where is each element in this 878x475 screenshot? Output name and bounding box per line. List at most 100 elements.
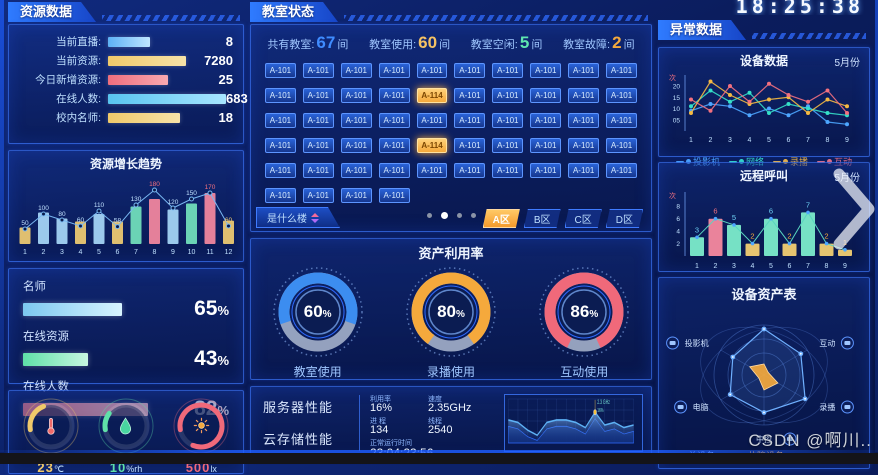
percent-row: 名师 65% bbox=[23, 278, 229, 321]
resource-bar-fill bbox=[108, 36, 150, 47]
tab-zone-3[interactable]: D区 bbox=[606, 209, 643, 228]
room-tag: A-101 bbox=[378, 138, 410, 153]
carousel-dot[interactable] bbox=[456, 212, 462, 218]
room-tag: A-101 bbox=[265, 188, 296, 203]
svg-text:1: 1 bbox=[695, 263, 699, 270]
room-tag: A-101 bbox=[606, 113, 637, 128]
classroom-stat: 教室使用: 60 间 bbox=[369, 33, 451, 52]
trend-chart: 50 100 80 60 110 58 130 180 120 150 170 60 1 2 3 4 5 6 7 8 9… bbox=[9, 172, 243, 265]
resource-bar bbox=[108, 36, 226, 47]
decoration-frame bbox=[0, 450, 878, 453]
decoration-hash bbox=[102, 15, 240, 21]
room-tag: A-101 bbox=[492, 88, 524, 103]
percent-row-value: 65% bbox=[194, 297, 229, 320]
room-tag: A-101 bbox=[492, 63, 524, 78]
svg-text:1: 1 bbox=[23, 249, 27, 256]
svg-text:9: 9 bbox=[843, 263, 847, 270]
room-tag: A-101 bbox=[340, 63, 372, 78]
clock: 18:25:38 bbox=[735, 0, 864, 15]
classroom-grid: A-101 A-101 A-101 A-101 A-101 A-101 A-101 A-101… bbox=[251, 55, 651, 205]
right-column: 18:25:38 异常数据 设备数据 5月份 次 05 10 15 20 1 2 3 4 5 6 7 8… bbox=[658, 0, 870, 469]
building-switch-icon bbox=[311, 213, 319, 223]
room-tag: A-101 bbox=[378, 88, 410, 103]
svg-text:20: 20 bbox=[673, 84, 681, 91]
classroom-stat: 教室空闲: 5 间 bbox=[470, 33, 543, 52]
svg-text:4: 4 bbox=[751, 263, 755, 270]
left-column: 资源数据 当前直播: 8 当前资源: 7280 今日新增资源: 25 在线人数: 683 校内名… bbox=[8, 2, 248, 475]
donut-label: 教室使用 bbox=[293, 365, 342, 379]
svg-text:2: 2 bbox=[676, 241, 680, 248]
process-value: 134 bbox=[370, 424, 389, 437]
carousel-next-chevron[interactable] bbox=[831, 168, 877, 250]
room-tag: A-101 bbox=[378, 188, 410, 203]
percent-bar bbox=[23, 352, 175, 366]
svg-text:2: 2 bbox=[787, 232, 791, 241]
carousel-dot[interactable] bbox=[470, 212, 476, 218]
svg-text:6: 6 bbox=[788, 263, 792, 270]
room-tag: A-101 bbox=[340, 113, 372, 128]
uptime-label: 正常运行时间 bbox=[370, 439, 412, 447]
carousel-dot[interactable] bbox=[440, 211, 448, 219]
room-tag: A-101 bbox=[530, 138, 562, 153]
utilization-donut: 80% 录播使用 bbox=[392, 264, 510, 380]
call-chart-title: 远程呼叫 bbox=[739, 169, 788, 183]
svg-text:9: 9 bbox=[171, 249, 175, 256]
svg-text:3: 3 bbox=[695, 225, 699, 234]
percent-row-line: 65% bbox=[23, 297, 229, 321]
carousel-dots bbox=[251, 207, 651, 223]
decoration-frame bbox=[0, 0, 4, 452]
room-tag: A-101 bbox=[492, 163, 524, 178]
resource-row-value: 7280 bbox=[204, 53, 233, 68]
room-tag: A-101 bbox=[302, 188, 334, 203]
donut-value: 60% bbox=[303, 302, 332, 321]
svg-text:4: 4 bbox=[748, 137, 752, 144]
room-tag: A-101 bbox=[302, 113, 334, 128]
svg-text:8: 8 bbox=[825, 263, 829, 270]
room-tag: A-101 bbox=[265, 113, 296, 128]
trend-chart-title: 资源增长趋势 bbox=[89, 157, 162, 171]
resource-row-value: 683 bbox=[226, 91, 248, 106]
room-tag: A-101 bbox=[606, 138, 637, 153]
tab-zone-2[interactable]: C区 bbox=[565, 209, 602, 228]
room-tag: A-101 bbox=[340, 163, 372, 178]
carousel-dot[interactable] bbox=[426, 212, 432, 218]
room-tag: A-101 bbox=[530, 163, 562, 178]
resource-row: 当前直播: 8 bbox=[13, 32, 233, 51]
panel-asset-utilization: 资产利用率 60% 教室使用 80% 录播使用 86% 互动使用 bbox=[250, 238, 652, 380]
room-tag: A-101 bbox=[530, 88, 562, 103]
svg-text:录播: 录播 bbox=[819, 402, 835, 412]
resource-rows: 当前直播: 8 当前资源: 7280 今日新增资源: 25 在线人数: 683 校内名师: 18 bbox=[8, 24, 248, 144]
svg-text:3: 3 bbox=[732, 263, 736, 270]
classroom-panel-body: 共有教室: 67 间教室使用: 60 间教室空闲: 5 间教室故障: 2 间 A-101 A-10… bbox=[250, 24, 652, 232]
tab-zone-1[interactable]: B区 bbox=[524, 209, 561, 228]
tab-zone-0[interactable]: A区 bbox=[483, 209, 520, 228]
svg-text:12: 12 bbox=[225, 249, 233, 256]
building-select-label: 是什么楼 bbox=[267, 214, 307, 225]
svg-text:互动: 互动 bbox=[819, 338, 835, 348]
room-tag: A-101 bbox=[302, 88, 334, 103]
server-stats: 利用率 速度 16% 2.35GHz 进 程 线程 134 2540 正常运行时… bbox=[360, 387, 496, 459]
panel-resource-trend: 资源增长趋势 50 100 80 60 110 58 130 180 120 150 170 60 1 2… bbox=[8, 150, 244, 262]
svg-text:5: 5 bbox=[97, 249, 101, 256]
classroom-panel-head: 教室状态 bbox=[250, 2, 652, 22]
classroom-stat: 教室故障: 2 间 bbox=[563, 33, 635, 52]
utilization-donut: 60% 教室使用 bbox=[259, 264, 377, 380]
classroom-stats: 共有教室: 67 间 教室使用: 60 间教室空闲: 5 间 教室故障: 2 间 bbox=[251, 25, 651, 55]
svg-text:9: 9 bbox=[845, 137, 849, 144]
svg-text:7: 7 bbox=[806, 137, 810, 144]
room-tag: A-101 bbox=[340, 188, 372, 203]
room-tag: A-101 bbox=[454, 138, 486, 153]
resource-panel-head: 资源数据 bbox=[8, 2, 244, 22]
building-select-button[interactable]: 是什么楼 bbox=[256, 207, 340, 228]
svg-text:60: 60 bbox=[77, 217, 85, 224]
svg-text:130: 130 bbox=[131, 196, 142, 203]
server-performance-label: 服务器性能 bbox=[263, 400, 334, 415]
device-chart-title: 设备数据 bbox=[739, 54, 788, 68]
resource-row-label: 当前资源: bbox=[56, 55, 101, 67]
utilization-donuts: 60% 教室使用 80% 录播使用 86% 互动使用 bbox=[251, 262, 651, 380]
percent-row-value: 43% bbox=[194, 347, 229, 370]
